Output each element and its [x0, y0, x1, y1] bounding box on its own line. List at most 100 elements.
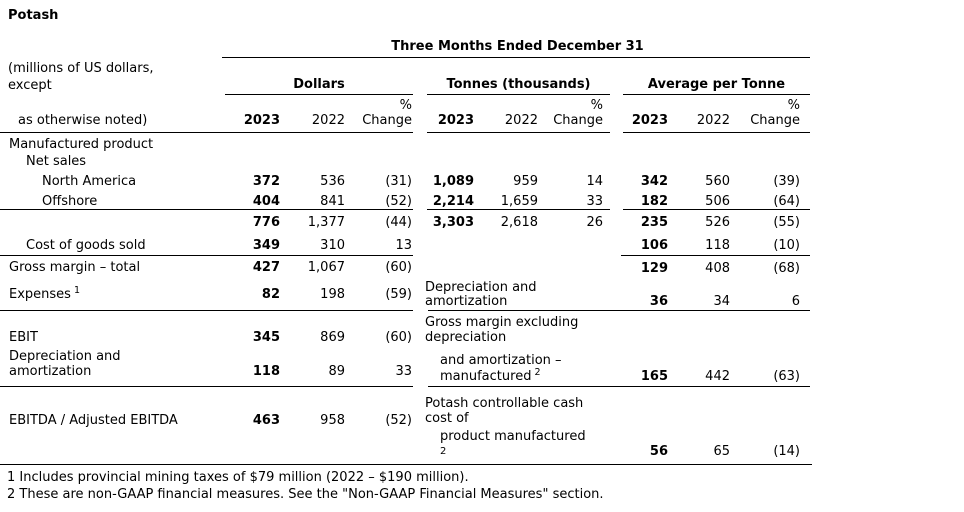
rule-period	[222, 57, 810, 58]
cell-gme-average-2023: 165	[640, 369, 668, 384]
year-2022-tonnes: 2022	[504, 113, 538, 128]
right-label-cashcost-line3: product manufactured	[440, 429, 586, 444]
rule-cogs-left	[0, 255, 413, 256]
cell-total-average-change: (55)	[773, 215, 800, 230]
cell-cogs-dollars-change: 13	[395, 238, 412, 253]
cell-na-dollars-change: (31)	[385, 174, 412, 189]
row-label-manufactured-product: Manufactured product	[9, 137, 154, 152]
cell-na-tonnes-2022: 959	[513, 174, 538, 189]
change-header-dollars: Change	[362, 113, 412, 128]
row-label-offshore: Offshore	[42, 194, 98, 209]
cell-total-tonnes-2022: 2,618	[500, 215, 538, 230]
rule-bottom	[0, 464, 812, 465]
year-2023-average: 2023	[631, 113, 668, 128]
expenses-footnote-ref: 1	[73, 284, 80, 296]
cell-off-tonnes-change: 33	[586, 194, 603, 209]
cell-ebit-dollars-change: (60)	[385, 330, 412, 345]
right-label-gme-line2: depreciation	[425, 330, 507, 345]
gme-footnote-ref: 2	[534, 366, 541, 378]
cell-gme-average-change: (63)	[773, 369, 800, 384]
right-label-cashcost-line2: cost of	[425, 411, 469, 426]
cell-gm-average-change: (68)	[773, 261, 800, 276]
cell-exp-dollars-change: (59)	[385, 287, 412, 302]
rule-cogs-average	[621, 255, 810, 256]
rule-offshore-left	[0, 209, 413, 210]
cell-off-tonnes-2022: 1,659	[500, 194, 538, 209]
rule-offshore-average	[623, 209, 810, 210]
rule-yearrow-average	[623, 132, 810, 133]
cell-cogs-average-2022: 118	[705, 238, 730, 253]
right-label-gme-line1: Gross margin excluding	[425, 315, 579, 330]
right-label-gme-line3: and amortization –	[440, 353, 562, 368]
pct-header-dollars: %	[399, 98, 412, 113]
cell-na-average-2022: 560	[705, 174, 730, 189]
cell-total-average-2022: 526	[705, 215, 730, 230]
page-title: Potash	[8, 8, 59, 23]
rule-depreciation-left	[0, 386, 413, 387]
cell-cogs-dollars-2023: 349	[252, 238, 280, 253]
rule-group-dollars	[225, 94, 413, 95]
cell-dep-dollars-2022: 89	[328, 364, 345, 379]
rule-group-tonnes	[427, 94, 610, 95]
cell-exp-dollars-2022: 198	[320, 287, 345, 302]
cell-cogs-average-change: (10)	[773, 238, 800, 253]
row-label-depreciation-line1: Depreciation and	[9, 349, 121, 364]
group-title-average: Average per Tonne	[647, 77, 786, 92]
change-header-average: Change	[750, 113, 800, 128]
row-label-depreciation-line2: amortization	[9, 364, 92, 379]
units-note-line3: as otherwise noted)	[18, 113, 148, 128]
row-label-expenses: Expenses 1	[9, 284, 80, 303]
cell-total-average-2023: 235	[640, 215, 668, 230]
right-label-depamort-line1: Depreciation and	[425, 280, 537, 295]
cell-cashcost-average-2022: 65	[713, 444, 730, 459]
cell-gm-dollars-change: (60)	[385, 260, 412, 275]
row-label-ebitda: EBITDA / Adjusted EBITDA	[9, 413, 178, 428]
period-header: Three Months Ended December 31	[391, 39, 644, 54]
cell-ebitda-dollars-2023: 463	[252, 413, 280, 428]
row-label-ebit: EBIT	[9, 330, 38, 345]
cell-total-dollars-2023: 776	[252, 215, 280, 230]
cell-ebit-dollars-2023: 345	[252, 330, 280, 345]
cell-total-tonnes-2023: 3,303	[432, 215, 474, 230]
pct-header-tonnes: %	[590, 98, 603, 113]
cell-off-dollars-2022: 841	[320, 194, 345, 209]
cell-off-dollars-2023: 404	[252, 194, 280, 209]
cell-cashcost-average-change: (14)	[773, 444, 800, 459]
cell-off-average-2022: 506	[705, 194, 730, 209]
cell-off-tonnes-2023: 2,214	[432, 194, 474, 209]
cell-ebit-dollars-2022: 869	[320, 330, 345, 345]
rule-depamort-right	[428, 310, 810, 311]
cell-dep-dollars-2023: 118	[252, 364, 280, 379]
year-2023-tonnes: 2023	[437, 113, 474, 128]
expenses-label-text: Expenses	[9, 287, 71, 302]
cell-gm-dollars-2023: 427	[252, 260, 280, 275]
cell-gm-average-2023: 129	[640, 261, 668, 276]
rule-offshore-tonnes	[427, 209, 610, 210]
year-2022-average: 2022	[696, 113, 730, 128]
footnote-1: 1 Includes provincial mining taxes of $7…	[7, 470, 469, 485]
year-2022-dollars: 2022	[311, 113, 345, 128]
units-note-line1: (millions of US dollars,	[8, 61, 154, 76]
row-label-north-america: North America	[42, 174, 137, 189]
row-label-gross-margin: Gross margin – total	[9, 260, 141, 275]
cell-depamort-average-2023: 36	[649, 294, 668, 309]
cell-na-dollars-2023: 372	[252, 174, 280, 189]
cell-off-dollars-change: (52)	[385, 194, 412, 209]
cell-total-tonnes-change: 26	[586, 215, 603, 230]
right-label-depamort-line2: amortization	[425, 294, 508, 309]
cell-depamort-average-change: 6	[791, 294, 800, 309]
group-title-dollars: Dollars	[293, 77, 345, 92]
cell-gme-average-2022: 442	[705, 369, 730, 384]
cell-off-average-change: (64)	[773, 194, 800, 209]
rule-yearrow-tonnes	[427, 132, 610, 133]
cell-cogs-average-2023: 106	[640, 238, 668, 253]
rule-yearrow-left	[0, 132, 413, 133]
cell-na-tonnes-change: 14	[586, 174, 603, 189]
cell-total-dollars-change: (44)	[385, 215, 412, 230]
cell-cogs-dollars-2022: 310	[320, 238, 345, 253]
change-header-tonnes: Change	[553, 113, 603, 128]
rule-expenses-left	[0, 310, 413, 311]
cell-na-dollars-2022: 536	[320, 174, 345, 189]
cell-na-tonnes-2023: 1,089	[432, 174, 474, 189]
